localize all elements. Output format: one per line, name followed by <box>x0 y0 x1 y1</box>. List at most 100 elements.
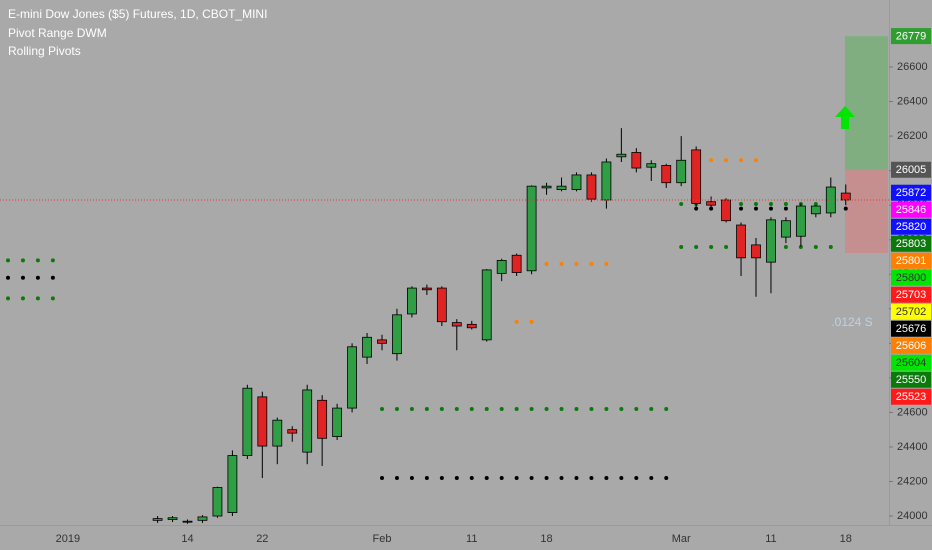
candle-body <box>466 323 477 329</box>
x-tick-label: 22 <box>256 533 268 545</box>
pivot-dot <box>604 476 609 481</box>
pivot-dot <box>679 201 684 206</box>
candle-body <box>810 205 821 215</box>
y-tick-label: 26600 <box>897 61 928 73</box>
x-tick-label: 14 <box>181 533 193 545</box>
candle-body <box>197 516 208 521</box>
pivot-dot <box>380 476 384 481</box>
price-tag-label: 25803 <box>896 238 927 250</box>
pivot-dot <box>634 476 639 481</box>
pivot-dot <box>754 201 758 206</box>
candle-body <box>302 389 313 453</box>
candle-body <box>227 455 238 513</box>
x-tick-label: Mar <box>672 533 691 545</box>
pivot-dot <box>439 406 444 411</box>
candle-body <box>451 322 462 327</box>
candle-body <box>242 387 253 456</box>
pivot-dot <box>514 319 519 324</box>
pivot-dot <box>813 201 818 206</box>
price-tag <box>891 184 931 201</box>
candle-body <box>407 287 417 315</box>
candle-body <box>541 185 552 189</box>
price-tag <box>891 303 931 320</box>
pivot-dot <box>649 476 654 481</box>
pivot-dot <box>783 206 788 211</box>
price-tag <box>891 320 931 337</box>
pivot-dot <box>424 406 429 411</box>
pivot-dot <box>484 476 489 481</box>
indicator-label: Rolling Pivots <box>8 44 81 58</box>
price-tag-label: 25872 <box>896 187 927 199</box>
pivot-dot <box>574 476 579 481</box>
pivot-dot <box>604 406 609 411</box>
pivot-dot <box>634 406 639 411</box>
candle-body <box>332 407 343 437</box>
pivot-dot <box>724 244 729 249</box>
candle-body <box>436 287 447 323</box>
price-tag-label: 26779 <box>896 31 927 43</box>
y-tick-label: 24600 <box>897 406 928 418</box>
price-tag <box>891 161 931 178</box>
indicator-label: Pivot Range DWM <box>8 26 107 40</box>
price-tag <box>891 28 931 45</box>
pivot-dot <box>828 244 833 249</box>
pivot-dot <box>6 275 10 280</box>
candle-body <box>840 192 851 201</box>
y-tick-label: 24400 <box>897 441 928 453</box>
candle-body <box>362 336 372 358</box>
candle-body <box>377 339 387 344</box>
price-tag <box>891 252 931 269</box>
price-tag <box>891 354 931 371</box>
candle-body <box>646 163 657 168</box>
pivot-dot <box>35 275 40 280</box>
price-tag-label: 25676 <box>896 323 927 335</box>
pivot-dot <box>529 476 534 481</box>
pivot-dot <box>664 476 669 481</box>
x-tick-label: 18 <box>540 533 552 545</box>
pivot-dot <box>514 406 519 411</box>
pivot-dot <box>709 244 714 249</box>
pivot-dot <box>768 206 773 211</box>
pivot-dot <box>559 262 564 267</box>
price-tag <box>891 388 931 405</box>
pivot-dot <box>664 406 669 411</box>
pivot-dot <box>679 244 684 249</box>
price-tag-label: 25703 <box>896 289 927 301</box>
price-tag-label: 25846 <box>896 204 927 216</box>
candle-body <box>421 287 432 291</box>
up-arrow <box>835 106 855 129</box>
pivot-dot <box>499 406 504 411</box>
pivot-dot <box>589 262 594 267</box>
candle-body <box>825 186 836 214</box>
price-tag <box>891 269 931 286</box>
pivot-dot <box>739 158 744 163</box>
price-tag <box>891 371 931 388</box>
pivot-dot <box>6 258 10 263</box>
pivot-dot <box>380 406 384 411</box>
pivot-dot <box>843 206 848 211</box>
candle-body <box>287 429 298 434</box>
pivot-dot <box>50 296 55 301</box>
pivot-dot <box>20 275 25 280</box>
price-tag <box>891 286 931 303</box>
pivot-dot <box>454 476 459 481</box>
candle-body <box>736 224 746 259</box>
candle-body <box>676 159 687 184</box>
candle-body <box>601 161 612 201</box>
pivot-dot <box>469 406 474 411</box>
y-tick-label: 26200 <box>897 130 928 142</box>
candle-body <box>691 149 702 204</box>
y-tick-label: 26400 <box>897 95 928 107</box>
pivot-dot <box>783 201 788 206</box>
x-tick-label: 11 <box>765 533 776 545</box>
pivot-dot <box>559 476 564 481</box>
candle-body <box>511 254 522 273</box>
pivot-dot <box>709 158 714 163</box>
pivot-dot <box>768 201 773 206</box>
pivot-dot <box>754 158 758 163</box>
price-tag-label: 25606 <box>896 340 927 352</box>
pivot-dot <box>35 258 40 263</box>
price-tag-label: 25820 <box>896 221 927 233</box>
candle-body <box>795 205 806 237</box>
